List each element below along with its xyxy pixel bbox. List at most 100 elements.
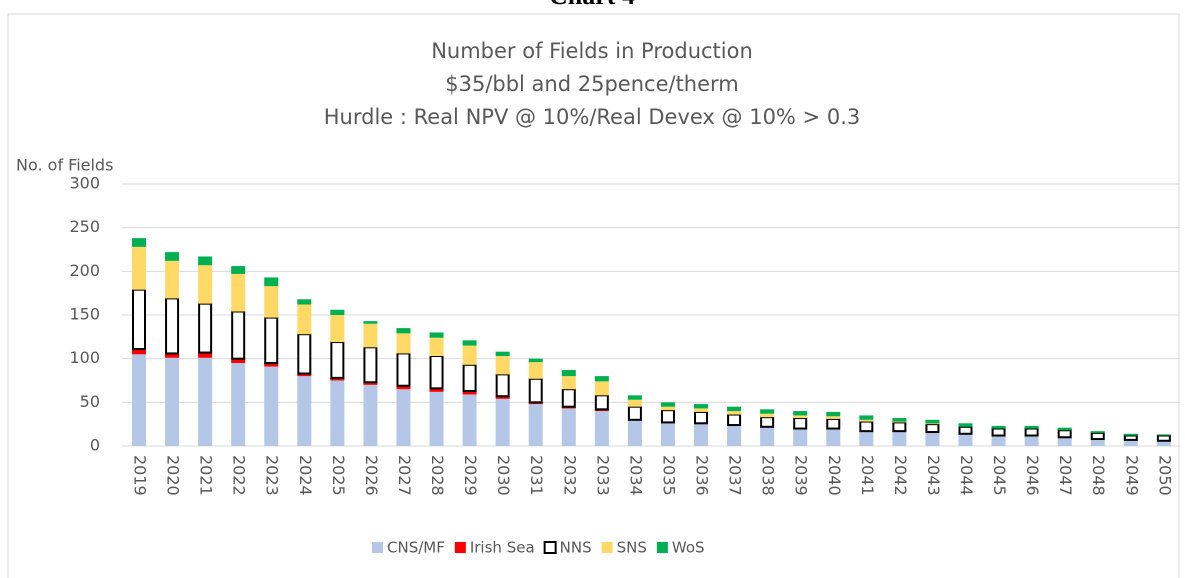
bar-segment bbox=[958, 425, 973, 435]
bar-segment bbox=[1123, 439, 1138, 446]
bar-segment bbox=[132, 354, 146, 446]
bar-segment bbox=[132, 288, 146, 351]
bar-segment bbox=[462, 363, 477, 392]
bar-segment bbox=[892, 431, 907, 446]
bar-segment bbox=[561, 370, 576, 377]
bar-segment bbox=[925, 423, 940, 434]
bar-segment bbox=[231, 358, 246, 364]
legend-swatch bbox=[372, 542, 383, 553]
bar-segment bbox=[363, 321, 378, 324]
bar-segment bbox=[1156, 434, 1171, 436]
x-tick-label: 2023 bbox=[263, 455, 282, 496]
bar-segment bbox=[561, 408, 576, 446]
x-tick-label: 2045 bbox=[990, 455, 1009, 496]
bar-segment bbox=[594, 411, 609, 446]
bar-segment bbox=[495, 396, 510, 399]
bar-segment bbox=[264, 363, 279, 367]
bar-segment bbox=[132, 238, 146, 247]
bar-segment bbox=[363, 382, 378, 385]
bar-segment bbox=[396, 328, 411, 334]
bar-segment bbox=[198, 302, 213, 354]
y-tick-label: 250 bbox=[69, 217, 100, 236]
bar-segment bbox=[1057, 437, 1072, 446]
bar-segment bbox=[627, 405, 642, 421]
bar-segment bbox=[1090, 431, 1105, 433]
bar-segment bbox=[396, 352, 411, 387]
bar-segment bbox=[1090, 431, 1105, 441]
bar-segment bbox=[627, 395, 642, 400]
x-tick-label: 2020 bbox=[164, 455, 183, 496]
x-tick-label: 2049 bbox=[1122, 455, 1141, 496]
chart-title: $35/bbl and 25pence/therm bbox=[445, 72, 739, 96]
x-tick-label: 2022 bbox=[230, 455, 249, 496]
bar-segment bbox=[694, 404, 709, 409]
bar-segment bbox=[694, 408, 709, 412]
y-tick-label: 150 bbox=[69, 305, 100, 324]
bar-segment bbox=[198, 352, 213, 358]
x-tick-label: 2036 bbox=[693, 455, 712, 496]
bar-segment bbox=[1057, 429, 1072, 439]
legend-swatch bbox=[454, 542, 466, 553]
y-tick-label: 200 bbox=[69, 261, 100, 280]
bar-segment bbox=[727, 411, 742, 415]
bar-segment bbox=[132, 246, 146, 290]
bar-segment bbox=[793, 415, 808, 419]
x-tick-label: 2026 bbox=[362, 455, 381, 496]
x-tick-label: 2046 bbox=[1023, 455, 1042, 496]
x-tick-label: 2042 bbox=[891, 455, 910, 496]
y-tick-label: 100 bbox=[69, 348, 100, 367]
bar-segment bbox=[660, 406, 675, 411]
bar-segment bbox=[330, 309, 345, 315]
bar-segment bbox=[892, 421, 907, 433]
bar-segment bbox=[264, 316, 279, 365]
bar-segment bbox=[727, 406, 742, 412]
x-tick-label: 2034 bbox=[626, 455, 645, 496]
bar-segment bbox=[627, 419, 642, 446]
bar-segment bbox=[231, 363, 246, 446]
bar-segment bbox=[495, 356, 510, 375]
bar-segment bbox=[1123, 433, 1138, 436]
y-tick-label: 300 bbox=[69, 174, 100, 193]
bar-segment bbox=[231, 273, 246, 312]
legend-swatch bbox=[543, 541, 557, 554]
x-tick-label: 2038 bbox=[759, 455, 778, 496]
bar-segment bbox=[925, 423, 940, 425]
bar-segment bbox=[396, 389, 411, 446]
bar-segment bbox=[694, 423, 709, 446]
bar-segment bbox=[925, 419, 940, 424]
x-tick-label: 2039 bbox=[792, 455, 811, 496]
legend-label: CNS/MF bbox=[387, 539, 445, 557]
bar-segment bbox=[660, 409, 675, 424]
bar-segment bbox=[859, 420, 874, 433]
x-tick-label: 2048 bbox=[1089, 455, 1108, 496]
y-axis-label: No. of Fields bbox=[16, 156, 113, 175]
bar-segment bbox=[297, 304, 312, 335]
bar-segment bbox=[429, 388, 444, 392]
bar-segment bbox=[727, 425, 742, 446]
bar-segment bbox=[925, 432, 940, 446]
bar-segment bbox=[1156, 434, 1171, 442]
bar-segment bbox=[760, 416, 775, 428]
bar-segment bbox=[958, 423, 973, 427]
bar-segment bbox=[660, 422, 675, 446]
bar-segment bbox=[760, 413, 775, 418]
bar-segment bbox=[363, 323, 378, 348]
bar-segment bbox=[198, 256, 213, 266]
bar-segment bbox=[165, 252, 180, 261]
bar-segment bbox=[1024, 425, 1039, 429]
bar-segment bbox=[727, 413, 742, 427]
bar-segment bbox=[760, 409, 775, 414]
bar-segment bbox=[793, 428, 808, 446]
x-tick-label: 2028 bbox=[428, 455, 447, 496]
bar-segment bbox=[396, 385, 411, 390]
chart-title: Hurdle : Real NPV @ 10%/Real Devex @ 10%… bbox=[324, 105, 860, 129]
bar-segment bbox=[826, 416, 841, 419]
bar-segment bbox=[892, 421, 907, 423]
bar-segment bbox=[760, 426, 775, 446]
x-tick-label: 2037 bbox=[726, 455, 745, 496]
bar-segment bbox=[462, 390, 477, 395]
bar-segment bbox=[165, 357, 180, 446]
y-tick-label: 50 bbox=[80, 392, 100, 411]
x-tick-label: 2040 bbox=[825, 455, 844, 496]
x-tick-label: 2044 bbox=[957, 455, 976, 496]
